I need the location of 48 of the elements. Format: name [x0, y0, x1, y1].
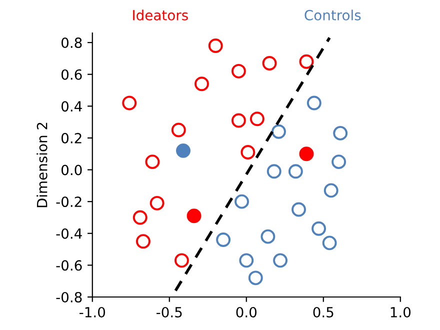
- point: [239, 253, 254, 268]
- point: [333, 126, 348, 140]
- point: [136, 234, 150, 249]
- point: [240, 145, 256, 160]
- point: [122, 96, 137, 110]
- y-tick-label: 0.2: [62, 132, 82, 144]
- point: [322, 236, 337, 250]
- point: [248, 270, 263, 286]
- x-tick-label: 0.5: [313, 306, 334, 318]
- point: [332, 154, 346, 170]
- y-tick-label: 0.6: [62, 69, 82, 80]
- point: [174, 253, 189, 268]
- point: [194, 76, 209, 92]
- point: [292, 202, 306, 217]
- y-tick-label: 0.0: [62, 164, 82, 176]
- point: [266, 164, 282, 179]
- point: [250, 112, 264, 126]
- x-tick-label: -1.0: [80, 306, 106, 318]
- point: [231, 64, 246, 78]
- point: [145, 154, 160, 170]
- point: [208, 38, 223, 53]
- y-tick-label: -0.2: [56, 196, 82, 208]
- x-tick-label: 0.0: [236, 306, 257, 318]
- x-tick-label: 1.0: [390, 306, 411, 318]
- point: [171, 122, 186, 138]
- point: [231, 113, 246, 128]
- point: [234, 194, 250, 209]
- y-tick-label: 0.8: [62, 38, 82, 48]
- point: [260, 229, 276, 244]
- point: [324, 183, 338, 198]
- point: [306, 96, 322, 110]
- point: [312, 221, 326, 236]
- point: [262, 56, 277, 70]
- y-tick-label: -0.4: [56, 228, 82, 239]
- point: [150, 196, 164, 210]
- x-tick-label: -0.5: [156, 306, 182, 318]
- point: [299, 54, 314, 69]
- y-tick-label: 0.4: [62, 101, 82, 112]
- y-axis-title: Dimension 2: [36, 122, 48, 208]
- text: Controls: [304, 10, 361, 20]
- point: [132, 210, 148, 225]
- y-tick-label: -0.8: [56, 292, 82, 302]
- point: [272, 124, 286, 139]
- text: Ideators: [133, 10, 188, 20]
- point: [273, 253, 288, 268]
- point: [216, 232, 231, 247]
- point: [288, 164, 303, 179]
- y-tick-label: -0.6: [56, 260, 82, 271]
